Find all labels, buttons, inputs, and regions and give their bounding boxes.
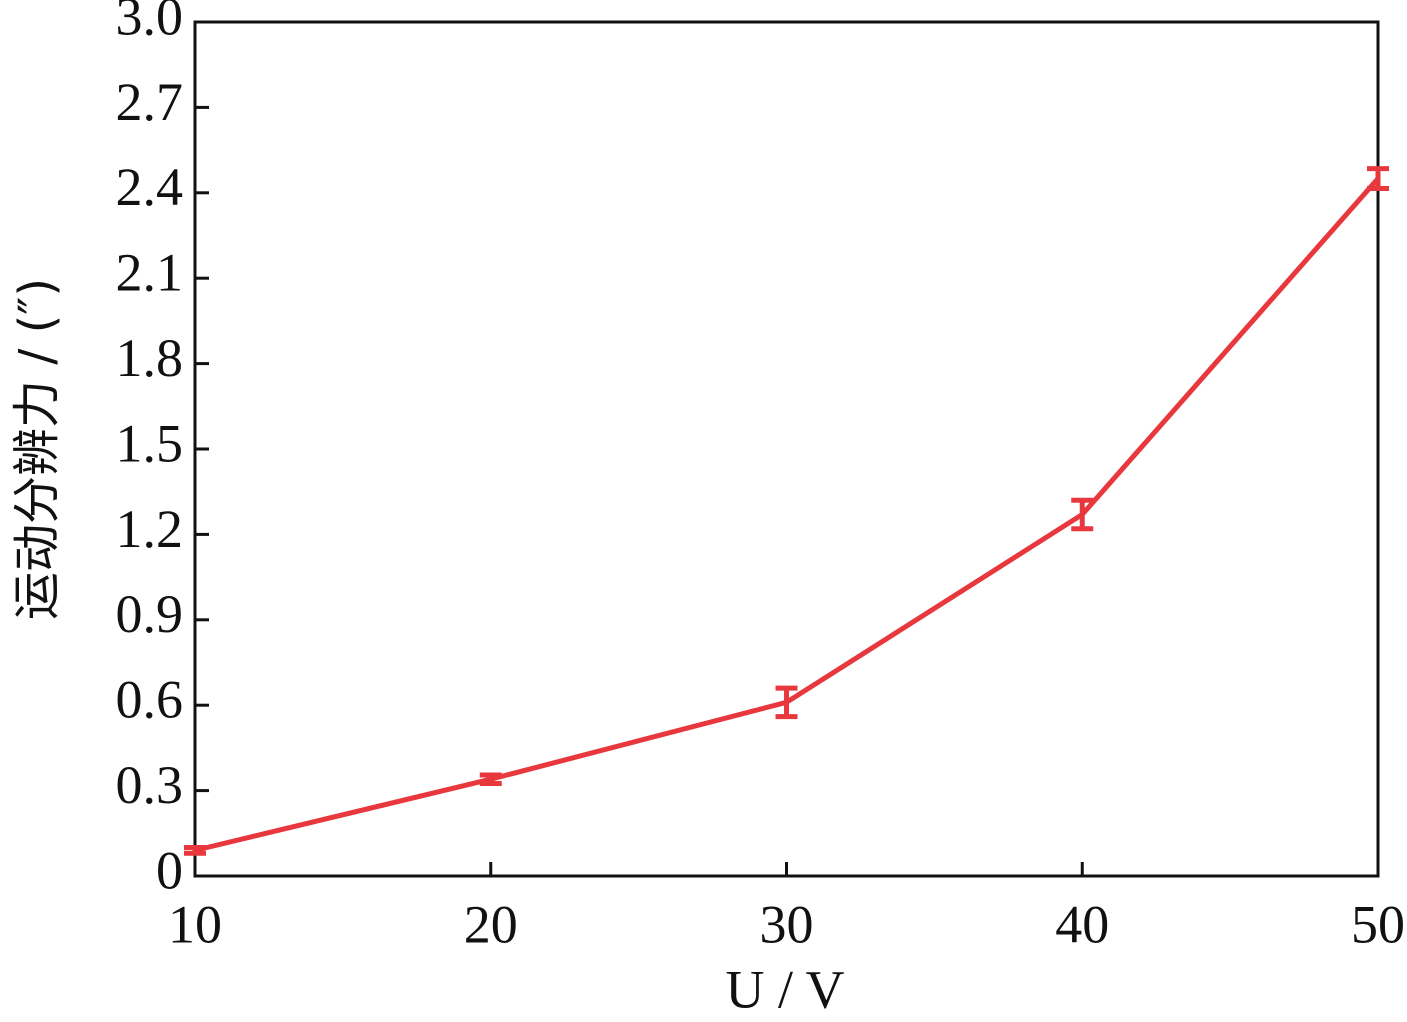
x-axis-label: U / V xyxy=(725,959,844,1019)
y-tick-label: 2.1 xyxy=(116,243,184,303)
x-tick-label: 50 xyxy=(1351,894,1405,954)
y-tick-label: 1.5 xyxy=(116,413,184,473)
x-tick-label: 10 xyxy=(168,894,222,954)
error-bar xyxy=(775,685,798,720)
y-axis-label: 运动分辨力 / (″) xyxy=(9,278,65,620)
y-tick-label: 2.7 xyxy=(116,72,184,132)
y-tick-label: 1.8 xyxy=(116,328,184,388)
x-tick-label: 40 xyxy=(1055,894,1109,954)
y-tick-label: 0.6 xyxy=(116,670,184,730)
error-bar xyxy=(1071,497,1094,532)
y-tick-label: 2.4 xyxy=(116,157,184,217)
x-tick-label: 20 xyxy=(464,894,518,954)
error-bar xyxy=(479,772,502,786)
x-tick-label: 30 xyxy=(760,894,814,954)
plot-frame xyxy=(193,20,1380,878)
y-tick-label: 3.0 xyxy=(116,0,184,46)
y-tick-label: 0.3 xyxy=(116,755,184,815)
error-bar xyxy=(1367,166,1389,192)
y-tick-label: 0.9 xyxy=(116,584,184,644)
y-tick-label: 0 xyxy=(156,840,183,900)
y-tick-label: 1.2 xyxy=(116,499,184,559)
error-bar xyxy=(184,845,206,856)
data-line xyxy=(194,176,1380,853)
